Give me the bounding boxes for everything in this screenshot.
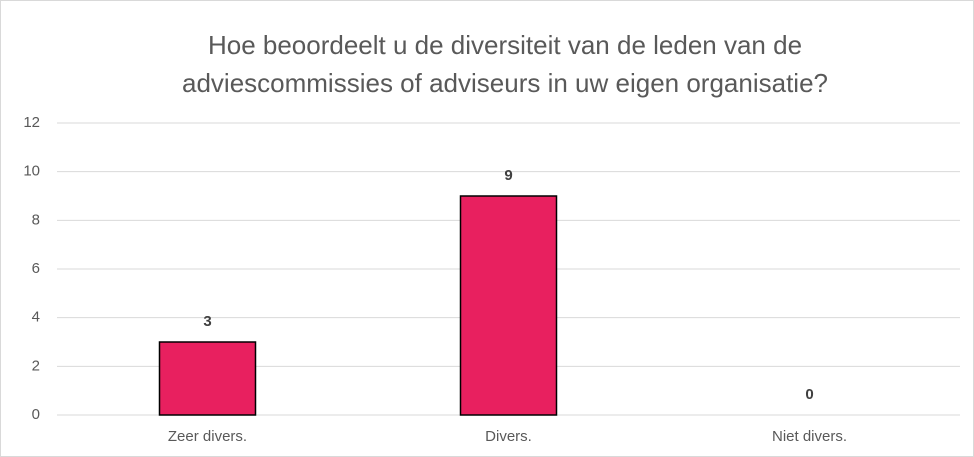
data-label: 3 [203, 313, 211, 330]
chart-title: adviescommissies of adviseurs in uw eige… [182, 68, 828, 98]
x-tick-label: Divers. [485, 428, 532, 445]
y-tick-label: 12 [23, 114, 40, 131]
data-label: 0 [805, 386, 813, 403]
y-tick-label: 8 [32, 211, 40, 228]
chart-title: Hoe beoordeelt u de diversiteit van de l… [208, 30, 802, 60]
data-label: 9 [504, 167, 512, 184]
y-tick-label: 2 [32, 357, 40, 374]
bar [459, 195, 558, 416]
y-tick-label: 10 [23, 163, 40, 180]
y-tick-label: 6 [32, 260, 40, 277]
y-tick-label: 0 [32, 406, 40, 423]
x-tick-label: Niet divers. [772, 428, 847, 445]
x-tick-label: Zeer divers. [168, 428, 247, 445]
y-tick-label: 4 [32, 309, 40, 326]
bar [158, 341, 257, 416]
